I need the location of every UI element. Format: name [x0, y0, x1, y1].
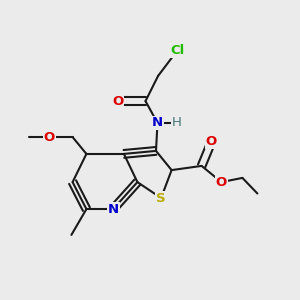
Text: O: O: [216, 176, 227, 189]
Text: H: H: [172, 116, 182, 130]
Text: O: O: [206, 135, 217, 148]
Text: Cl: Cl: [170, 44, 185, 57]
Text: O: O: [112, 94, 123, 108]
Text: N: N: [107, 202, 119, 216]
Text: N: N: [152, 116, 163, 130]
Text: S: S: [156, 191, 166, 205]
Text: O: O: [44, 130, 55, 144]
Text: N: N: [152, 116, 163, 130]
Text: H: H: [171, 116, 183, 130]
